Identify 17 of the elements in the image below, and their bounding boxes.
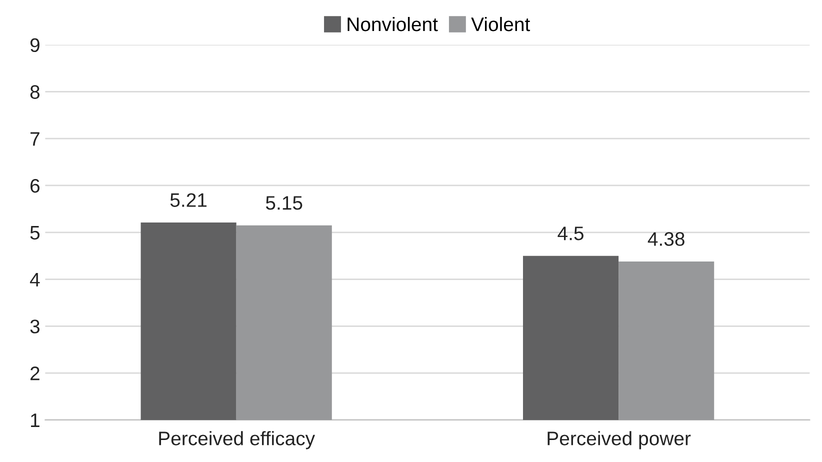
legend-label: Violent bbox=[471, 16, 530, 32]
y-tick-label: 7 bbox=[30, 132, 40, 146]
data-label: 4.5 bbox=[558, 226, 584, 240]
y-tick-label: 9 bbox=[30, 38, 40, 52]
x-tick-label: Perceived efficacy bbox=[159, 431, 316, 450]
data-label: 4.38 bbox=[648, 232, 684, 246]
y-tick-label: 1 bbox=[31, 414, 40, 428]
y-tick-label: 6 bbox=[30, 178, 40, 193]
y-tick-label: 2 bbox=[30, 366, 40, 380]
y-tick-label: 4 bbox=[30, 272, 40, 286]
data-label: 5.15 bbox=[266, 196, 302, 210]
x-tick-label: Perceived power bbox=[548, 431, 691, 450]
y-tick-label: 5 bbox=[30, 226, 40, 240]
data-label: 5.21 bbox=[170, 193, 207, 207]
legend-label: Nonviolent bbox=[348, 16, 438, 32]
y-tick-label: 3 bbox=[30, 320, 40, 334]
y-tick-label: 8 bbox=[30, 85, 40, 99]
